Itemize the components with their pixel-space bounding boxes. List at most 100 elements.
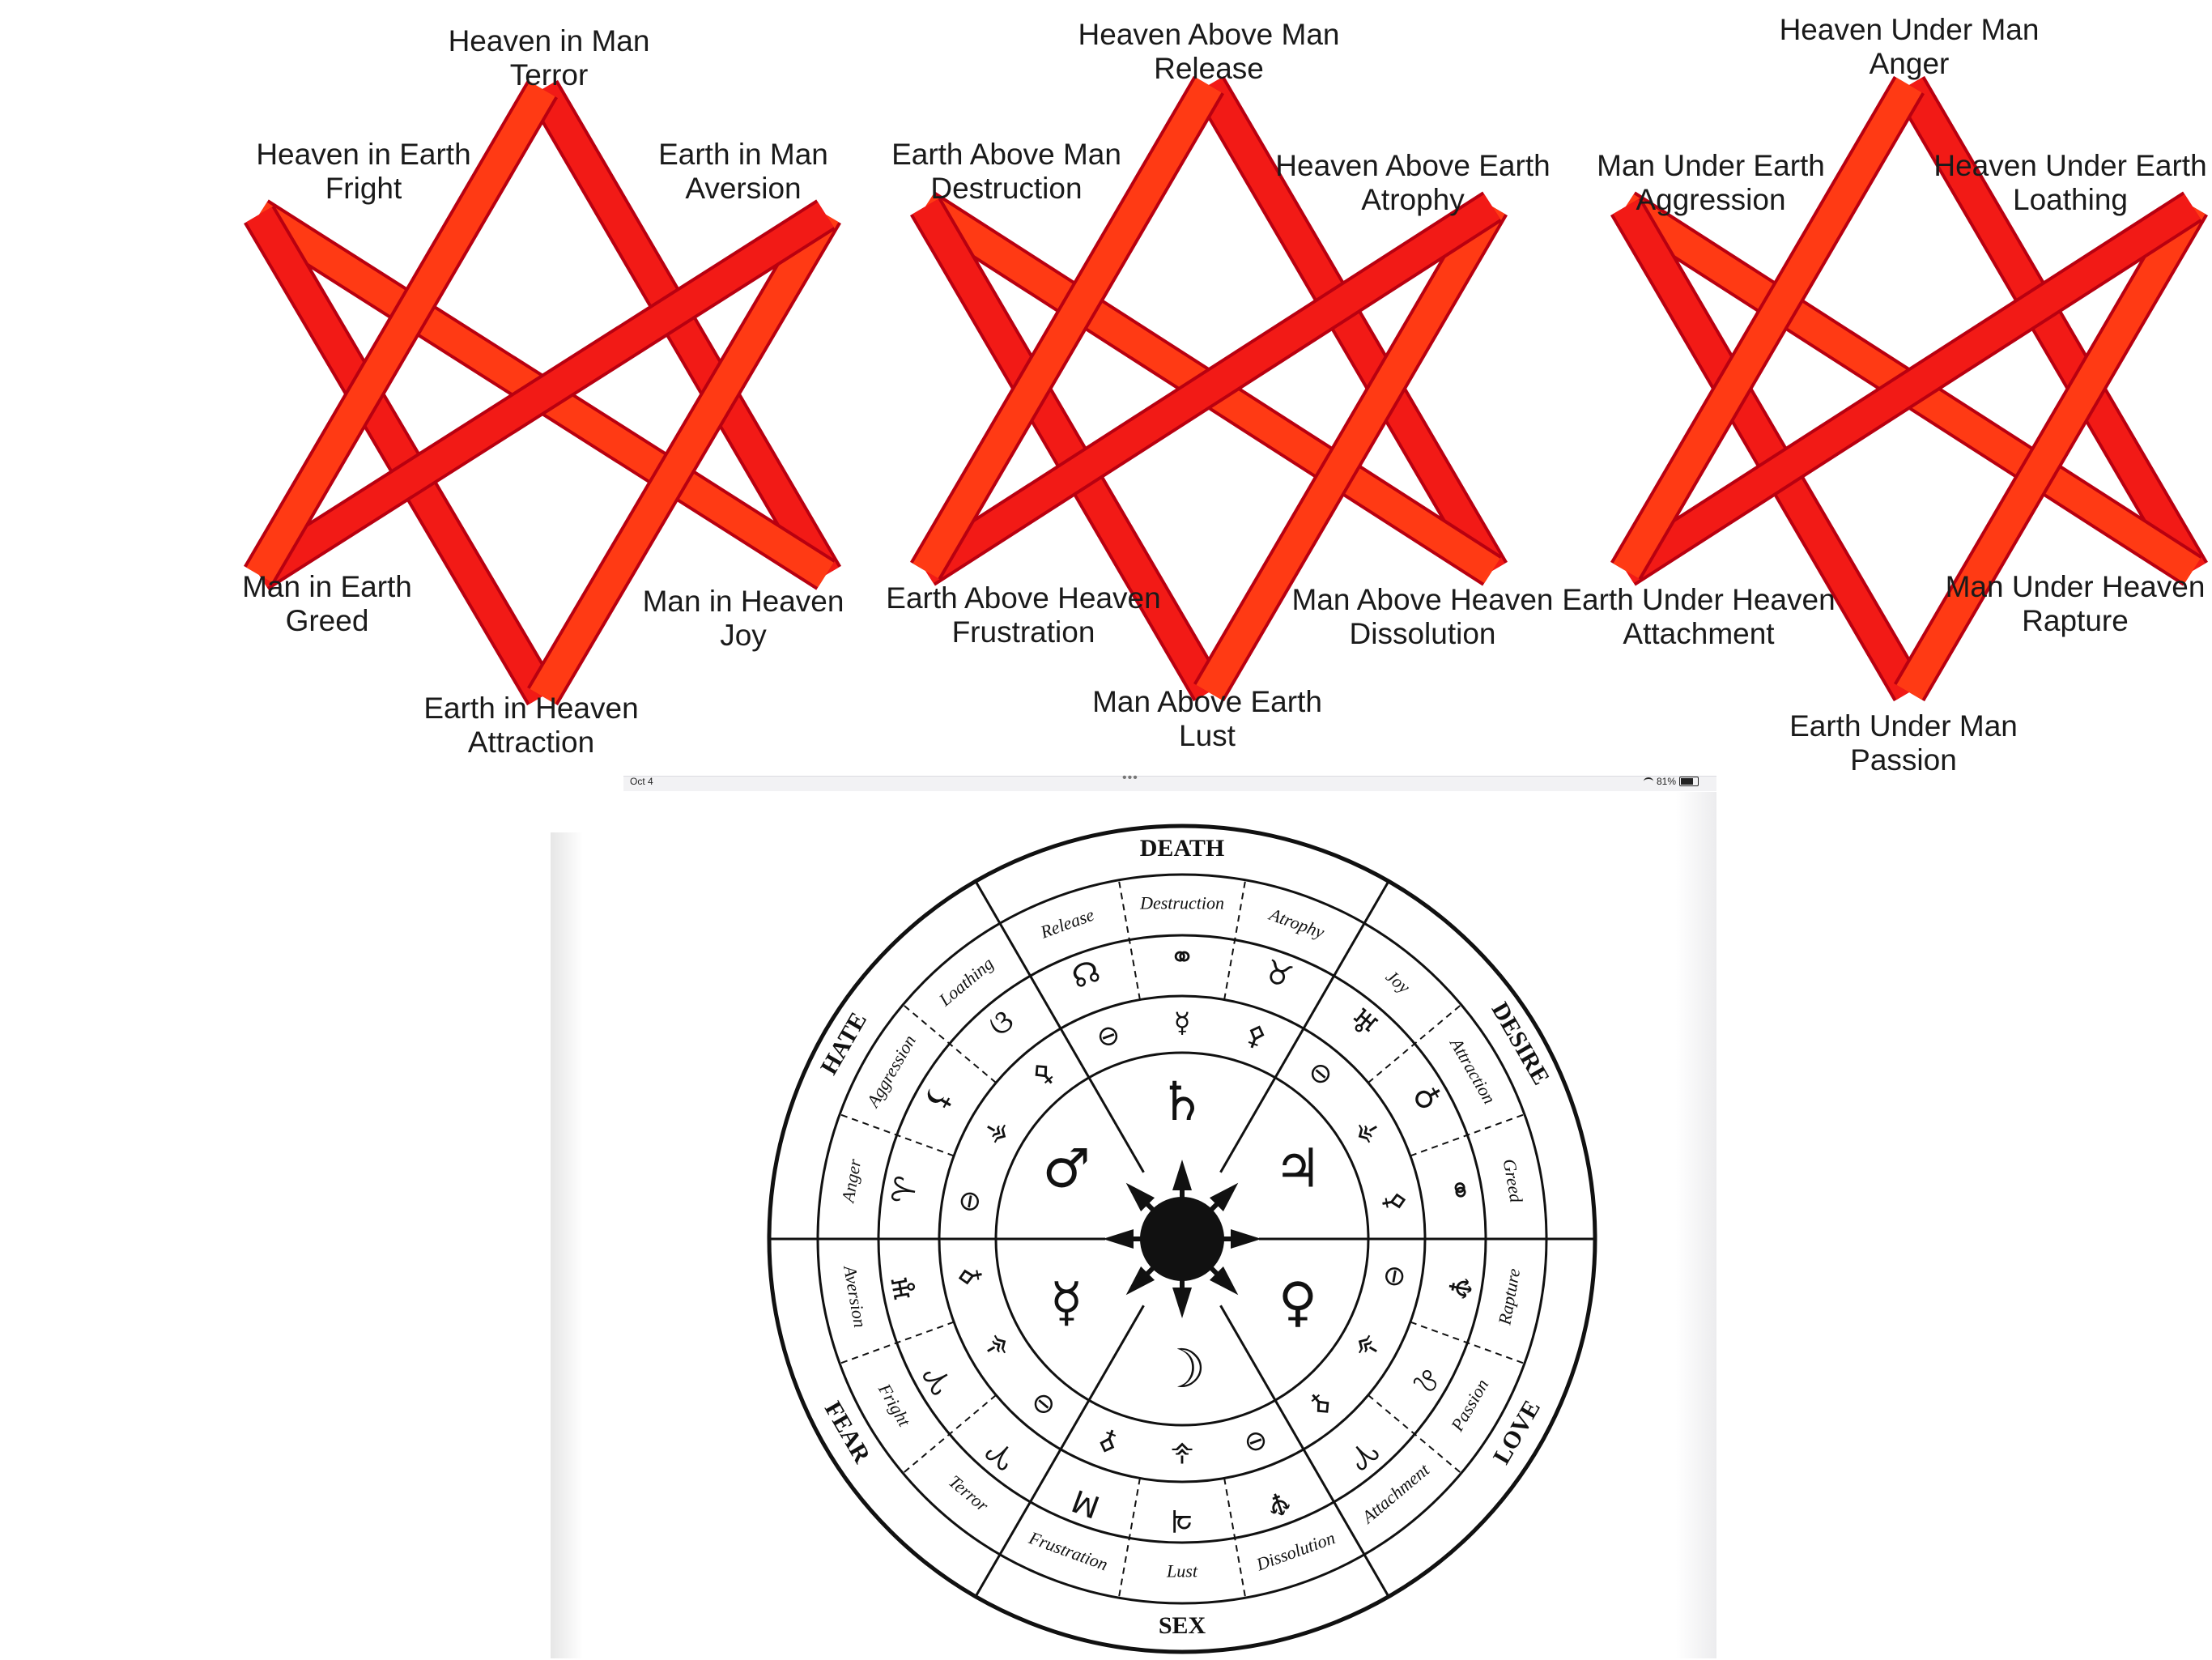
- alchemical-glyph: ⚴: [1377, 1189, 1413, 1214]
- quadrant-divider: [974, 880, 1145, 1173]
- planet-glyph: ♀: [1278, 1271, 1317, 1334]
- label-line1: Earth Above Heaven: [886, 581, 1161, 615]
- label-line1: Heaven in Earth: [256, 138, 471, 171]
- quadrant-label: DEATH: [1140, 835, 1224, 862]
- label-line2: Joy: [720, 619, 767, 652]
- alchemical-glyph: ⊖: [1092, 1017, 1125, 1055]
- emotion-label: Greed: [1499, 1157, 1527, 1205]
- tablet-screenshot: [551, 776, 1716, 1658]
- label-line1: Man Under Earth: [1597, 149, 1825, 182]
- section-divider: [902, 1003, 997, 1083]
- emotion-glyph: ☊: [1067, 953, 1105, 996]
- star1-label-upper-left: Heaven in Earth Fright: [256, 138, 470, 206]
- alchemical-glyph: ⚶: [1171, 1439, 1194, 1471]
- emotion-glyph: ଓ: [981, 1002, 1020, 1044]
- emotion-glyph: ♆: [1440, 1271, 1479, 1305]
- battery-percent: 81%: [1657, 776, 1677, 787]
- star1-label-lower-left: Man in Earth Greed: [242, 570, 412, 638]
- label-line2: Atrophy: [1361, 183, 1465, 216]
- section-divider: [1223, 1478, 1247, 1598]
- star-band: [1196, 198, 1505, 700]
- label-line1: Heaven Under Man: [1779, 13, 2040, 46]
- label-line2: Rapture: [2022, 604, 2129, 637]
- star3-label-lower-left: Earth Under Heaven Attachment: [1562, 583, 1835, 651]
- section-divider: [839, 1321, 955, 1364]
- page-edge-shadow-left: [551, 832, 583, 1658]
- section-divider: [1223, 879, 1247, 1000]
- star2-label-bottom: Man Above Earth Lust: [1092, 685, 1322, 753]
- planet-glyph: ☽: [1158, 1338, 1206, 1400]
- quadrant-label: HATE: [815, 1008, 872, 1079]
- hexagram-star-center: [909, 75, 1508, 702]
- alchemical-glyph: ⊖: [1240, 1423, 1272, 1461]
- page-edge-shadow-right: [1676, 792, 1716, 1658]
- emotion-glyph: ♈: [885, 1173, 925, 1207]
- alchemical-glyph: ☿: [1174, 1007, 1191, 1040]
- star-band: [246, 206, 555, 704]
- emotion-label: Lust: [1166, 1561, 1198, 1581]
- chaos-wheel: DEATHDESIRELOVESEXFEARHATEReleaseDestruc…: [767, 824, 1597, 1654]
- quadrant-divider: [974, 1305, 1145, 1598]
- alchemical-glyph: ⚶: [976, 1329, 1015, 1365]
- label-line1: Heaven Above Earth: [1275, 149, 1551, 182]
- label-line1: Heaven Above Man: [1078, 18, 1340, 51]
- emotion-label: Fright: [874, 1380, 916, 1431]
- star-band: [1896, 198, 2206, 700]
- label-line1: Heaven Under Earth: [1933, 149, 2207, 182]
- star2-label-lower-left: Earth Above Heaven Frustration: [886, 581, 1160, 649]
- status-date: Oct 4: [630, 776, 653, 787]
- label-line1: Man in Earth: [242, 570, 412, 603]
- star3-label-upper-right: Heaven Under Earth Loathing: [1933, 149, 2206, 217]
- label-line1: Man Above Earth: [1092, 685, 1322, 718]
- alchemical-glyph: ⚴: [1241, 1018, 1271, 1055]
- sun-ray-shaft: [1140, 1197, 1155, 1212]
- emotion-label: Joy: [1382, 966, 1414, 998]
- star-band: [246, 81, 555, 583]
- hexagram-star-left: [243, 79, 842, 706]
- star-band: [917, 194, 1500, 584]
- alchemical-glyph: ⚶: [1349, 1329, 1389, 1365]
- star3-label-lower-right: Man Under Heaven Rapture: [1946, 570, 2206, 638]
- star3-label-upper-left: Man Under Earth Aggression: [1597, 149, 1825, 217]
- alchemical-glyph: ⚴: [952, 1264, 988, 1289]
- star2-label-upper-left: Earth Above Man Destruction: [891, 138, 1121, 206]
- label-line1: Earth Under Man: [1789, 709, 2018, 743]
- star-band: [251, 202, 834, 588]
- wifi-icon: [1644, 777, 1653, 785]
- alchemical-glyph: ⚶: [1349, 1113, 1389, 1149]
- star-band: [530, 81, 839, 583]
- label-line2: Aversion: [685, 172, 802, 205]
- sun-ray-arrow: [1231, 1229, 1261, 1249]
- alchemical-glyph: ⊖: [1302, 1053, 1341, 1093]
- emotion-label: Dissolution: [1253, 1527, 1338, 1575]
- star-band: [1196, 77, 1505, 579]
- label-line2: Destruction: [930, 172, 1083, 205]
- label-line1: Earth Above Man: [891, 138, 1121, 171]
- label-line2: Aggression: [1636, 183, 1786, 216]
- emotion-glyph: ⚭: [1440, 1174, 1479, 1206]
- alchemical-glyph: ⚴: [1303, 1385, 1339, 1424]
- label-line1: Man Above Heaven: [1291, 583, 1554, 616]
- label-line1: Man in Heaven: [642, 585, 844, 618]
- star-band: [530, 206, 839, 704]
- emotion-label: Passion: [1446, 1376, 1492, 1436]
- emotion-glyph: ♁: [1405, 1079, 1447, 1117]
- emotion-label: Atrophy: [1266, 904, 1327, 943]
- section-divider: [1368, 1003, 1462, 1083]
- label-line2: Frustration: [951, 615, 1095, 649]
- label-line1: Man Under Heaven: [1945, 570, 2206, 603]
- multitask-dots[interactable]: •••: [1122, 771, 1138, 785]
- emotion-label: Destruction: [1139, 893, 1224, 913]
- emotion-label: Frustration: [1026, 1527, 1111, 1575]
- emotion-label: Terror: [945, 1471, 993, 1516]
- emotion-glyph: ⚭: [1169, 939, 1195, 975]
- section-divider: [1368, 1394, 1462, 1475]
- label-line2: Greed: [285, 604, 369, 637]
- status-right-cluster: 81%: [1644, 776, 1699, 787]
- emotion-glyph: ♆: [1259, 1483, 1297, 1526]
- label-line2: Attachment: [1623, 617, 1775, 650]
- star-band: [1613, 198, 1922, 700]
- emotion-glyph: ♅: [885, 1271, 925, 1305]
- star3-label-bottom: Earth Under Man Passion: [1789, 709, 2018, 777]
